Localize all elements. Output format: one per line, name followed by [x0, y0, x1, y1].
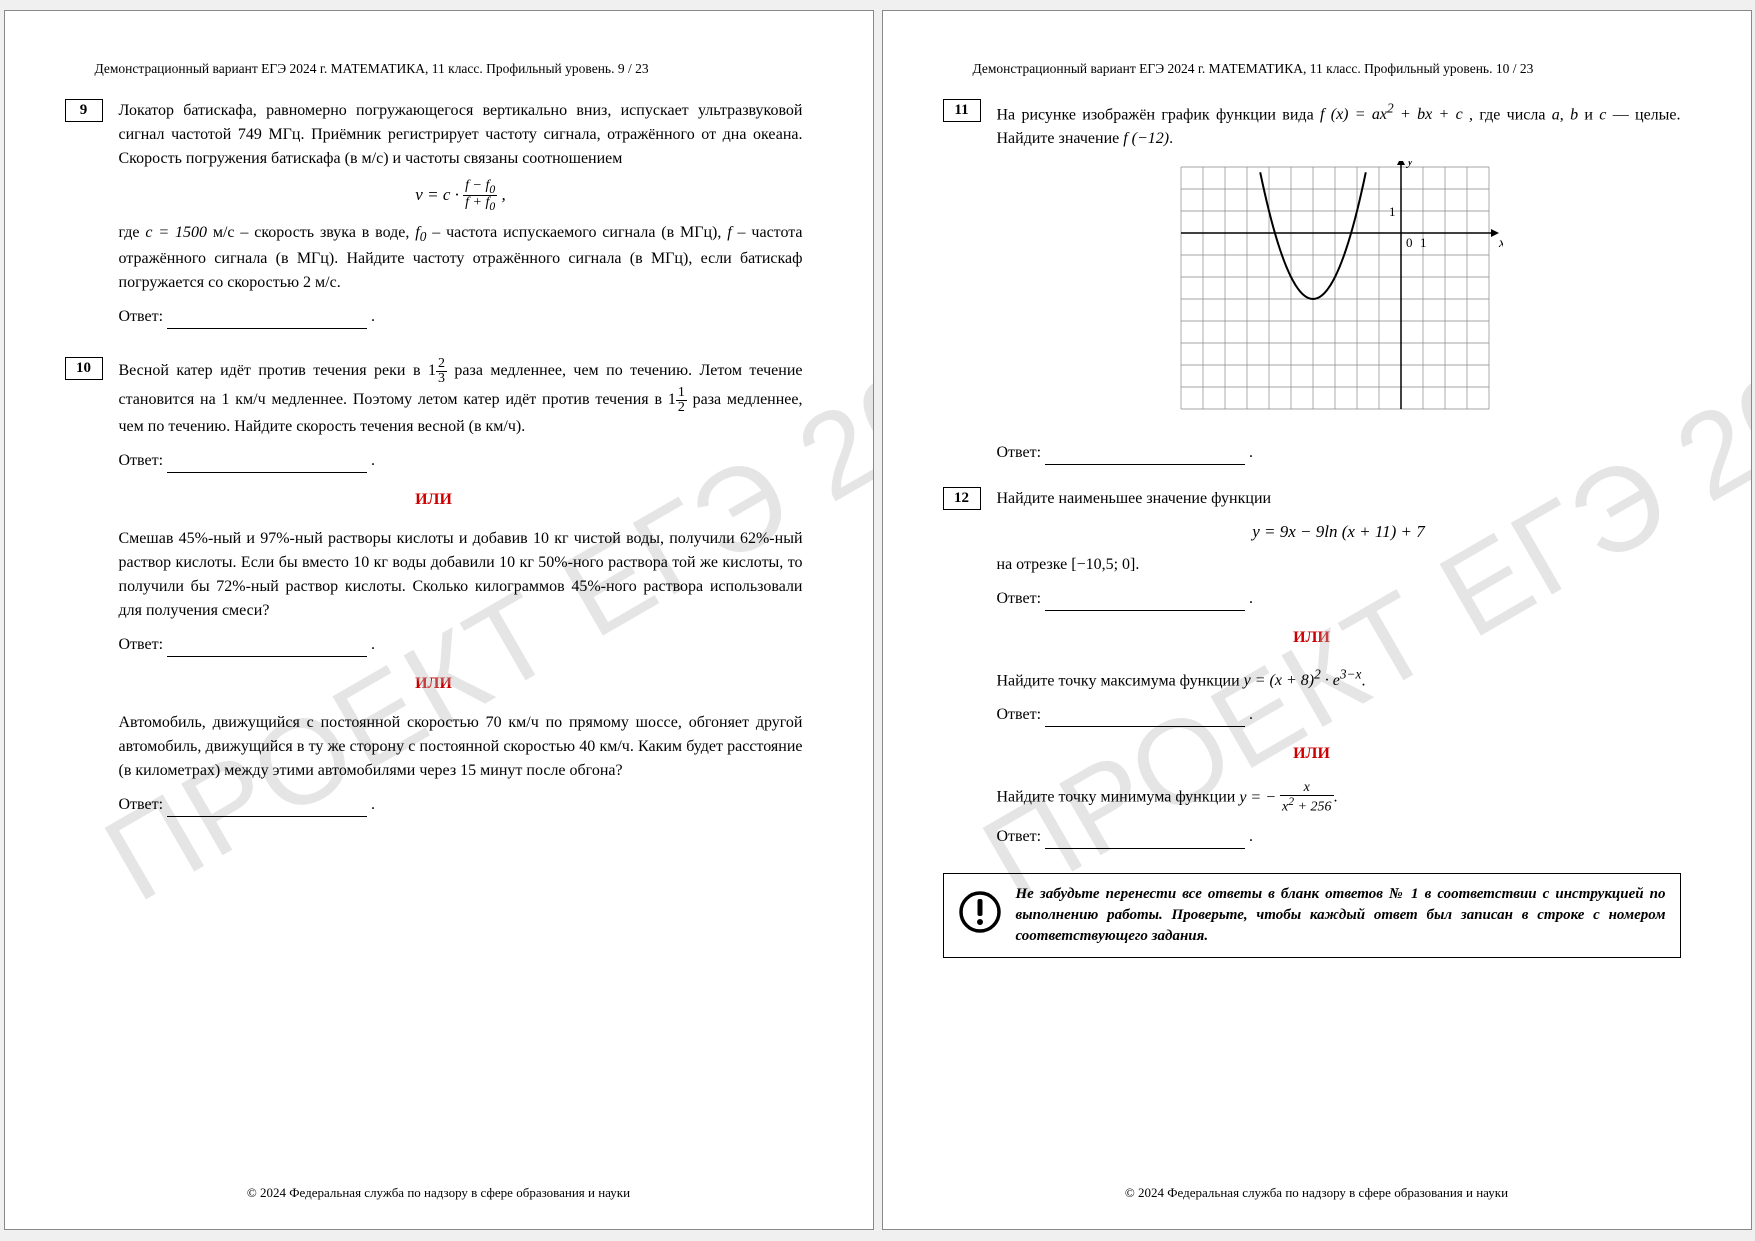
answer-line: Ответ: . [997, 441, 1681, 465]
text: Автомобиль, движущийся с постоянной скор… [119, 714, 803, 779]
page-header-right: Демонстрационный вариант ЕГЭ 2024 г. МАТ… [943, 61, 1681, 77]
exclamation-icon [958, 890, 1002, 934]
text: , [1560, 106, 1570, 123]
mixed-fraction: 112 [668, 391, 687, 408]
text: Найдите наименьшее значение функции [997, 490, 1272, 507]
answer-blank[interactable] [167, 472, 367, 473]
answer-line: Ответ: . [119, 793, 803, 817]
formula: y = 9x − 9ln (x + 11) + 7 [997, 519, 1681, 545]
page-spread: ПРОЕКТ ЕГЭ 2024 Демонстрационный вариант… [4, 10, 1752, 1230]
answer-line: Ответ: . [997, 825, 1681, 849]
mixed-fraction: 123 [428, 362, 447, 379]
answer-blank[interactable] [1045, 726, 1245, 727]
answer-label: Ответ: [997, 828, 1042, 845]
text: На рисунке изображён график функции вида [997, 106, 1320, 123]
answer-label: Ответ: [997, 444, 1042, 461]
formula-inline: y = − xx2 + 256 [1239, 789, 1333, 806]
svg-text:0: 0 [1406, 235, 1413, 250]
answer-blank[interactable] [167, 816, 367, 817]
answer-label: Ответ: [119, 796, 164, 813]
var: c = 1500 [145, 224, 207, 241]
answer-line: Ответ: . [119, 305, 803, 329]
answer-blank[interactable] [1045, 848, 1245, 849]
text: . [1169, 130, 1173, 147]
formula-inline: f (−12) [1123, 130, 1169, 147]
formula-inline: f (x) = ax2 + bx + c [1320, 106, 1463, 123]
problem-12: 12 Найдите наименьшее значение функции y… [943, 487, 1681, 611]
answer-blank[interactable] [1045, 464, 1245, 465]
problem-12-alt2: Найдите точку минимума функции y = − xx2… [997, 781, 1681, 849]
answer-line: Ответ: . [997, 703, 1681, 727]
svg-text:x: x [1498, 236, 1503, 251]
answer-label: Ответ: [997, 590, 1042, 607]
answer-blank[interactable] [167, 656, 367, 657]
page-header-left: Демонстрационный вариант ЕГЭ 2024 г. МАТ… [65, 61, 803, 77]
answer-label: Ответ: [119, 452, 164, 469]
text: Найдите точку максимума функции [997, 672, 1244, 689]
notice-text: Не забудьте перенести все ответы в бланк… [1016, 884, 1666, 947]
answer-label: Ответ: [997, 706, 1042, 723]
page-footer: © 2024 Федеральная служба по надзору в с… [5, 1185, 873, 1201]
var: f0 [415, 224, 426, 241]
answer-blank[interactable] [1045, 610, 1245, 611]
formula-inline: y = (x + 8)2 · e3−x [1244, 672, 1362, 689]
problem-body: На рисунке изображён график функции вида… [997, 99, 1681, 465]
answer-line: Ответ: . [119, 633, 803, 657]
problem-number: 12 [943, 487, 981, 510]
text: Найдите точку минимума функции [997, 789, 1240, 806]
text: Весной катер идёт против течения реки в [119, 362, 428, 379]
svg-text:1: 1 [1389, 204, 1396, 219]
problem-10: 10 Весной катер идёт против течения реки… [65, 357, 803, 473]
page-footer: © 2024 Федеральная служба по надзору в с… [883, 1185, 1751, 1201]
page-right: ПРОЕКТ ЕГЭ 2024 Демонстрационный вариант… [882, 10, 1752, 1230]
problem-number: 10 [65, 357, 103, 380]
problem-10-alt2: Автомобиль, движущийся с постоянной скор… [119, 711, 803, 817]
page-left: ПРОЕКТ ЕГЭ 2024 Демонстрационный вариант… [4, 10, 874, 1230]
text: . [1361, 672, 1365, 689]
problem-body: Локатор батискафа, равномерно погружающе… [119, 99, 803, 329]
text: . [1334, 789, 1338, 806]
text: на отрезке [−10,5; 0]. [997, 556, 1140, 573]
answer-label: Ответ: [119, 636, 164, 653]
problem-text: Локатор батискафа, равномерно погружающе… [119, 102, 803, 167]
svg-text:y: y [1405, 161, 1414, 169]
var: a [1552, 106, 1560, 123]
formula: v = c · f − f0f + f0 , [119, 179, 803, 213]
problem-9: 9 Локатор батискафа, равномерно погружаю… [65, 99, 803, 329]
text: Смешав 45%-ный и 97%-ный растворы кислот… [119, 530, 803, 619]
or-separator: ИЛИ [943, 745, 1681, 763]
answer-blank[interactable] [167, 328, 367, 329]
or-separator: ИЛИ [65, 491, 803, 509]
problem-11: 11 На рисунке изображён график функции в… [943, 99, 1681, 465]
problem-number: 9 [65, 99, 103, 122]
text: и [1578, 106, 1599, 123]
text: м/с – скорость звука в воде, [207, 224, 415, 241]
chart-svg: xy011 [1175, 161, 1503, 423]
problem-10-alt1: Смешав 45%-ный и 97%-ный растворы кислот… [119, 527, 803, 657]
svg-text:1: 1 [1420, 235, 1427, 250]
or-separator: ИЛИ [943, 629, 1681, 647]
problem-12-alt1: Найдите точку максимума функции y = (x +… [997, 665, 1681, 727]
problem-body: Весной катер идёт против течения реки в … [119, 357, 803, 473]
text: где [119, 224, 146, 241]
parabola-chart: xy011 [997, 161, 1681, 431]
answer-line: Ответ: . [119, 449, 803, 473]
text: – частота испускаемого сигнала (в МГц), [426, 224, 727, 241]
text: , где числа [1463, 106, 1552, 123]
answer-label: Ответ: [119, 308, 164, 325]
problem-body: Найдите наименьшее значение функции y = … [997, 487, 1681, 611]
answer-line: Ответ: . [997, 587, 1681, 611]
or-separator: ИЛИ [65, 675, 803, 693]
problem-number: 11 [943, 99, 981, 122]
notice-box: Не забудьте перенести все ответы в бланк… [943, 873, 1681, 958]
var: b [1570, 106, 1578, 123]
